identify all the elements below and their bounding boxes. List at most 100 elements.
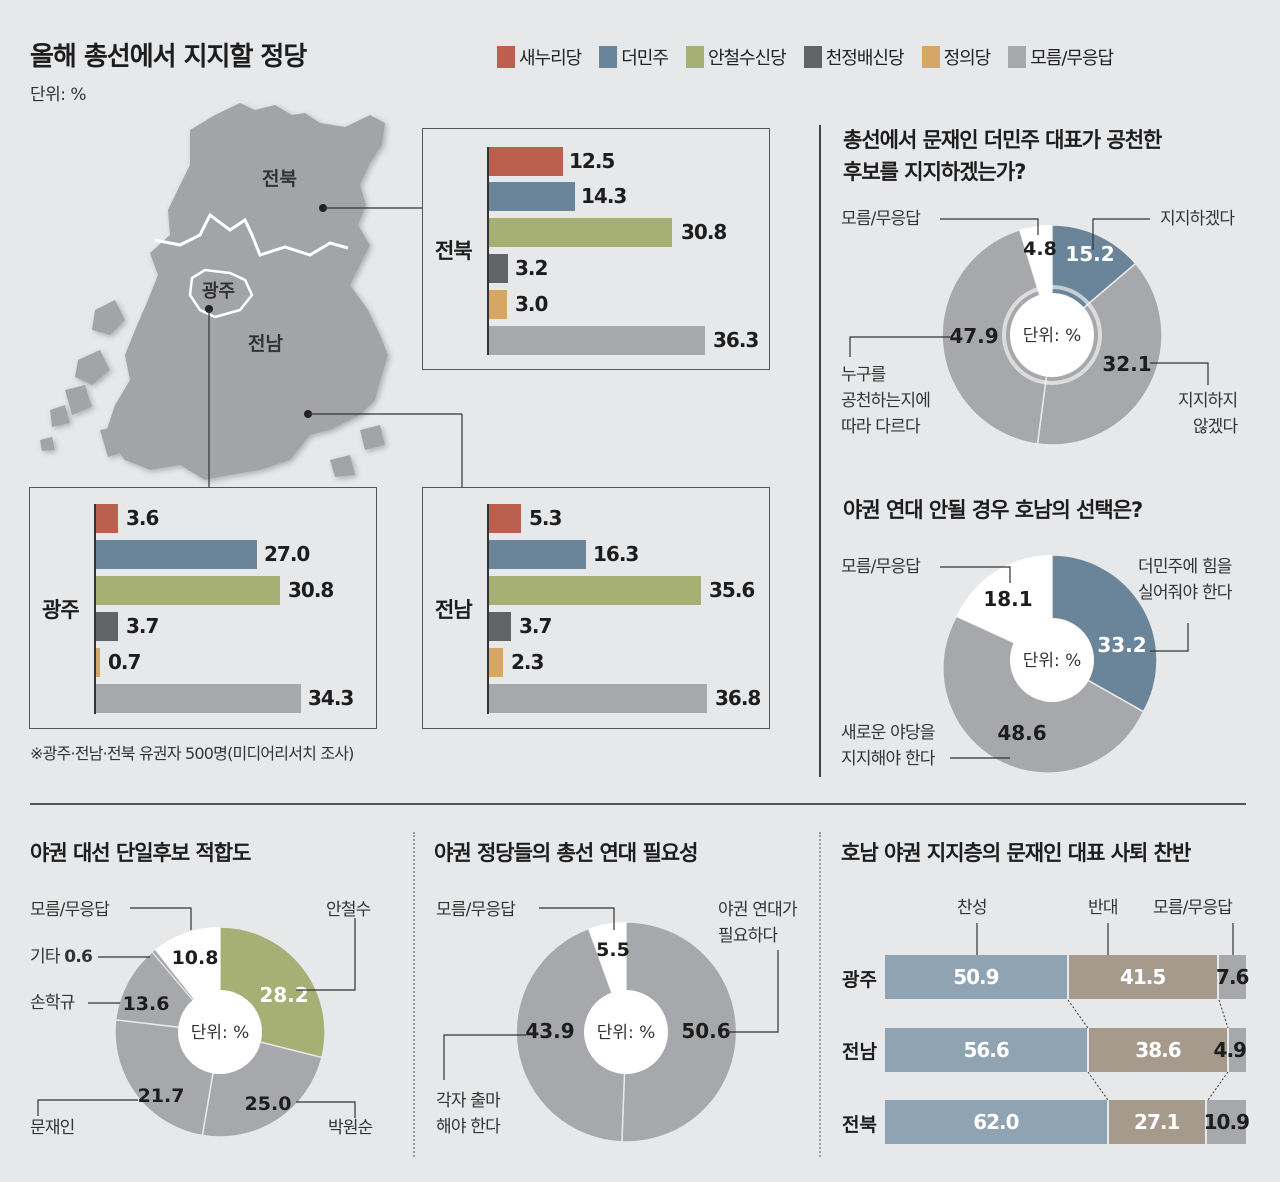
value-support: 15.2: [1065, 242, 1114, 266]
donut-center-label: 단위: %: [597, 1023, 656, 1043]
swatch-icon: [497, 46, 515, 68]
segment-unknown: 7.6: [1216, 955, 1250, 999]
label-other: 기타 0.6: [30, 944, 93, 970]
value-unknown: 5.5: [596, 939, 630, 961]
legend-label: 새누리당: [519, 48, 582, 69]
donut4-chart: 단위: % 5.5 50.6 43.9: [443, 907, 779, 1143]
bar-value: 14.3: [581, 184, 627, 208]
bar-saenuri: [489, 147, 563, 176]
legend-label: 안철수신당: [707, 48, 787, 69]
title-line: 후보를 지지하겠는가?: [843, 160, 1026, 184]
value-ahn: 28.2: [259, 983, 308, 1007]
label-text: 기타: [30, 947, 60, 967]
header-yes: 찬성: [957, 898, 987, 918]
region-label: 광주: [42, 598, 80, 622]
value-need: 50.6: [681, 1019, 730, 1043]
legend-item-minjoo: 더민주: [599, 44, 669, 70]
bar-justice: [489, 290, 507, 319]
label-each: 각자 출마 해야 한다: [436, 1088, 501, 1140]
value-unknown: 10.8: [172, 947, 219, 969]
stacked-connectors: [976, 923, 1234, 1101]
divider-vertical: [819, 125, 821, 777]
bar-value: 2.3: [511, 650, 544, 674]
legend-label: 정의당: [943, 48, 992, 69]
axis: [487, 504, 489, 714]
value-park: 25.0: [245, 1093, 292, 1115]
value-depends: 47.9: [949, 324, 998, 348]
bar-unknown: [489, 684, 707, 713]
donut4-title: 야권 정당들의 총선 연대 필요성: [434, 841, 698, 865]
segment-yes: 62.0: [885, 1100, 1109, 1144]
stacked-row-gwangju: 50.9 41.5 7.6: [885, 955, 1250, 999]
axis: [94, 504, 96, 714]
region-label: 전북: [435, 239, 473, 263]
row-label-jeonnam: 전남: [842, 1041, 877, 1063]
legend-label: 모름/무응답: [1030, 48, 1114, 69]
donut3-title: 야권 대선 단일후보 적합도: [30, 841, 251, 865]
label-moon: 문재인: [30, 1118, 75, 1138]
value-moon: 21.7: [138, 1085, 185, 1107]
donut3-chart: 단위: % 10.8 28.2 13.6 21.7 25.0: [37, 907, 356, 1138]
legend-item-saenuri: 새누리당: [497, 44, 582, 70]
value-each: 43.9: [525, 1019, 574, 1043]
bar-value: 36.8: [715, 686, 761, 710]
map-point-jeonnam: [304, 410, 312, 418]
stacked-row-jeonbuk: 62.0 27.1 10.9: [885, 1100, 1250, 1144]
segment-unknown: 10.9: [1204, 1100, 1250, 1144]
segment-yes: 50.9: [885, 955, 1069, 999]
swatch-icon: [685, 46, 704, 68]
unit-label: 단위: %: [30, 85, 87, 105]
label-line: 실어줘야 한다: [1138, 583, 1232, 603]
bar-unknown: [489, 326, 705, 355]
header-unknown: 모름/무응답: [1153, 898, 1233, 918]
divider-dotted: [413, 832, 415, 1157]
footnote: ※광주·전남·전북 유권자 500명(미디어리서치 조사): [30, 744, 354, 763]
region-label: 전남: [435, 598, 473, 622]
label-line: 더민주에 힘을: [1138, 557, 1232, 577]
label-line: 지지하지: [1178, 391, 1238, 411]
bar-value: 30.8: [681, 220, 727, 244]
label-park: 박원순: [328, 1118, 373, 1138]
label-depends: 누구를 공천하는지에 따라 다르다: [841, 362, 931, 440]
bar-value: 0.7: [108, 650, 141, 674]
bar-value: 12.5: [569, 149, 615, 173]
value-minjoo: 33.2: [1097, 633, 1146, 657]
swatch-icon: [1008, 46, 1027, 68]
legend-item-unknown: 모름/무응답: [1008, 44, 1114, 70]
label-nosupport: 지지하지 않겠다: [1178, 388, 1238, 440]
bar-value: 3.0: [515, 292, 548, 316]
map-point-gwangju: [205, 305, 213, 313]
bar-value: 3.6: [126, 506, 159, 530]
bar-value: 27.0: [264, 542, 310, 566]
bar-justice: [96, 648, 100, 677]
map-label-gwangju: 광주: [202, 281, 235, 302]
label-need: 야권 연대가 필요하다: [718, 897, 798, 949]
bar-ahn: [96, 576, 280, 605]
segment-yes: 56.6: [885, 1028, 1090, 1072]
bar-value: 3.7: [519, 614, 552, 638]
bar-value: 3.2: [515, 256, 548, 280]
bar-saenuri: [96, 504, 118, 533]
label-line: 필요하다: [718, 926, 778, 946]
bar-value: 35.6: [709, 578, 755, 602]
bar-value: 16.3: [593, 542, 639, 566]
donut2-title: 야권 연대 안될 경우 호남의 선택은?: [843, 498, 1143, 522]
legend-label: 천정배신당: [825, 48, 905, 69]
legend-label: 더민주: [621, 48, 669, 69]
bar-justice: [489, 648, 503, 677]
divider-dotted: [819, 832, 821, 1157]
honam-map: 전북 광주 전남: [40, 103, 388, 480]
map-label-jeonnam: 전남: [248, 333, 283, 355]
bar-value: 5.3: [529, 506, 562, 530]
panel-gwangju: 광주 3.6 27.0 30.8 3.7 0.7 34.3: [29, 487, 377, 729]
stacked-row-jeonnam: 56.6 38.6 4.9: [885, 1028, 1247, 1072]
segment-no: 38.6: [1089, 1028, 1229, 1072]
bar-saenuri: [489, 504, 521, 533]
donut-center-label: 단위: %: [191, 1023, 250, 1043]
label-unknown: 모름/무응답: [841, 209, 921, 229]
swatch-icon: [599, 46, 618, 68]
legend-item-ahn: 안철수신당: [685, 44, 787, 70]
bar-value: 30.8: [288, 578, 334, 602]
legend: 새누리당 더민주 안철수신당 천정배신당 정의당 모름/무응답: [497, 44, 1114, 70]
label-unknown: 모름/무응답: [436, 900, 516, 920]
